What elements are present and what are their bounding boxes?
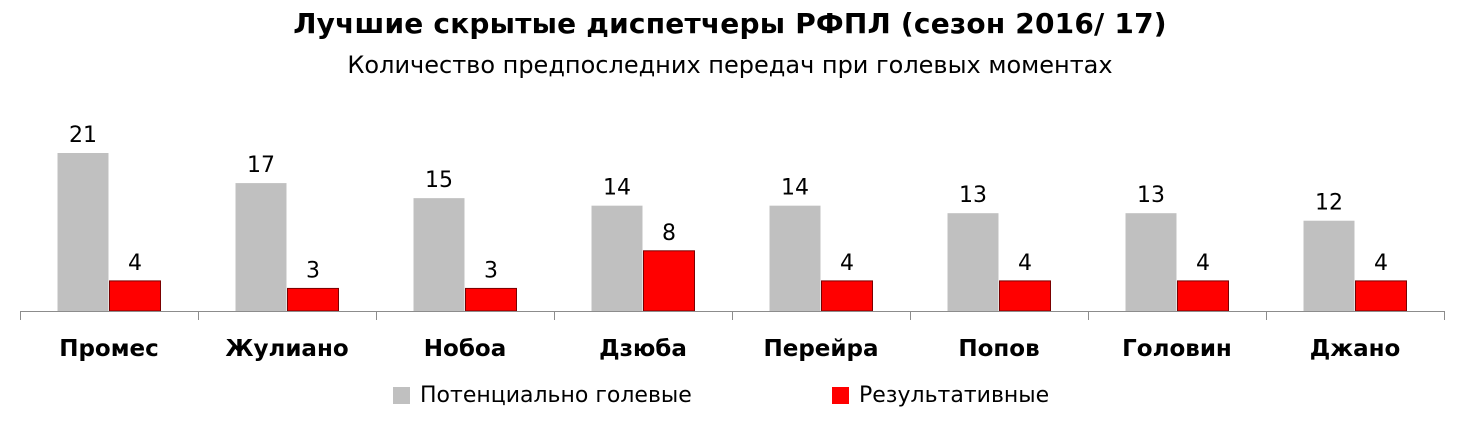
- bar-successful-7: [1355, 280, 1407, 312]
- bar-potential-4: [769, 205, 821, 311]
- bar-successful-0: [109, 280, 161, 312]
- data-label-successful-1: 3: [306, 258, 320, 283]
- bar-potential-0: [57, 153, 109, 311]
- legend-swatch-potential: [393, 386, 410, 404]
- legend-item-potential: Потенциально голевые: [393, 378, 692, 412]
- data-label-successful-5: 4: [1018, 251, 1032, 276]
- legend-label-successful: Результативные: [859, 382, 1050, 408]
- category-label-6: Головин: [1122, 336, 1232, 362]
- bar-potential-7: [1303, 220, 1355, 311]
- data-label-successful-6: 4: [1196, 251, 1210, 276]
- data-label-successful-4: 4: [840, 251, 854, 276]
- bar-potential-1: [235, 183, 287, 311]
- category-label-7: Джано: [1310, 336, 1401, 362]
- data-label-successful-0: 4: [128, 251, 142, 276]
- data-label-successful-3: 8: [662, 221, 676, 246]
- bar-potential-3: [591, 205, 643, 311]
- category-label-2: Нобоа: [424, 336, 506, 362]
- legend-item-successful: Результативные: [832, 378, 1049, 412]
- bar-successful-4: [821, 280, 873, 312]
- data-label-successful-2: 3: [484, 258, 498, 283]
- category-label-5: Попов: [958, 336, 1039, 362]
- legend-label-potential: Потенциально голевые: [420, 382, 692, 408]
- chart-title: Лучшие скрытые диспетчеры РФПЛ (сезон 20…: [293, 7, 1167, 40]
- data-label-potential-6: 13: [1137, 183, 1165, 208]
- chart-subtitle: Количество предпоследних передач при гол…: [347, 51, 1113, 79]
- chart-legend: Потенциально голевые Результативные: [0, 378, 1460, 412]
- data-label-potential-7: 12: [1315, 191, 1343, 216]
- bar-potential-5: [947, 213, 999, 311]
- bar-successful-6: [1177, 280, 1229, 312]
- bar-successful-1: [287, 287, 339, 312]
- data-label-potential-2: 15: [425, 168, 453, 193]
- data-label-potential-3: 14: [603, 176, 631, 201]
- category-label-1: Жулиано: [225, 336, 348, 362]
- data-label-potential-5: 13: [959, 183, 987, 208]
- legend-swatch-successful: [832, 386, 849, 404]
- data-label-potential-0: 21: [69, 123, 97, 148]
- bar-successful-3: [643, 250, 695, 312]
- bar-successful-2: [465, 287, 517, 312]
- bar-potential-6: [1125, 213, 1177, 311]
- bar-potential-2: [413, 198, 465, 311]
- category-label-4: Перейра: [763, 336, 878, 362]
- data-label-successful-7: 4: [1374, 251, 1388, 276]
- data-label-potential-1: 17: [247, 153, 275, 178]
- category-label-3: Дзюба: [599, 336, 687, 362]
- bar-successful-5: [999, 280, 1051, 312]
- category-label-0: Промес: [59, 336, 159, 362]
- data-label-potential-4: 14: [781, 176, 809, 201]
